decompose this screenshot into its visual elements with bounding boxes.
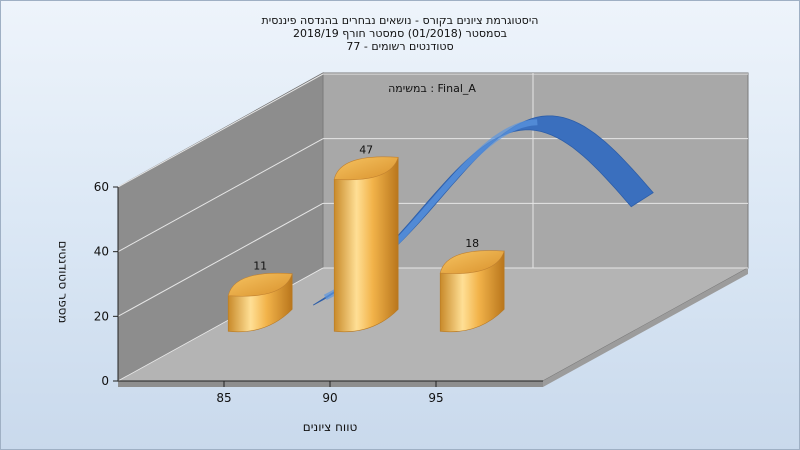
title-line-1: היסטוגרמת ציונים בקורס - נושאים נבחרים ב… xyxy=(262,14,539,27)
bar: 11 xyxy=(227,260,293,333)
y-tick-label: 0 xyxy=(101,374,109,388)
x-tick-label: 90 xyxy=(322,391,337,405)
y-tick-label: 60 xyxy=(94,180,109,194)
x-tick-label: 95 xyxy=(428,391,443,405)
bar-data-label: 47 xyxy=(359,143,373,156)
curve-ribbon xyxy=(312,115,654,306)
x-axis-title: טווח ציונים xyxy=(303,420,358,434)
bar-cap xyxy=(227,272,293,297)
bars: 11 47 18 xyxy=(227,143,505,333)
bar: 18 xyxy=(439,237,505,333)
y-axis-title: מספר סטודנטים xyxy=(56,241,70,324)
gridline-side-60 xyxy=(117,73,324,188)
axis-ticks: 0 20 40 60 85 90 95 xyxy=(94,180,444,405)
gridline-side-20 xyxy=(117,202,324,317)
title-line-2: בסמסטר (01/2018) סמסטר חורף 2018/19 xyxy=(293,27,507,40)
bar-data-label: 18 xyxy=(465,237,479,250)
y-tick-label: 20 xyxy=(94,309,109,323)
title-line-3: סטודנטים רשומים - 77 xyxy=(346,40,453,53)
floor-edge-side xyxy=(543,268,748,387)
bar-cap xyxy=(439,250,505,274)
gridline-side-40 xyxy=(117,138,324,253)
legend-label: במשימה : Final_A xyxy=(388,82,476,95)
bar: 47 xyxy=(333,143,399,333)
bar-cap xyxy=(333,156,399,181)
chart-title: היסטוגרמת ציונים בקורס - נושאים נבחרים ב… xyxy=(262,14,539,53)
x-tick-label: 85 xyxy=(216,391,231,405)
bar-data-label: 11 xyxy=(253,260,267,273)
y-tick-label: 40 xyxy=(94,245,109,259)
bar-body xyxy=(333,156,399,333)
